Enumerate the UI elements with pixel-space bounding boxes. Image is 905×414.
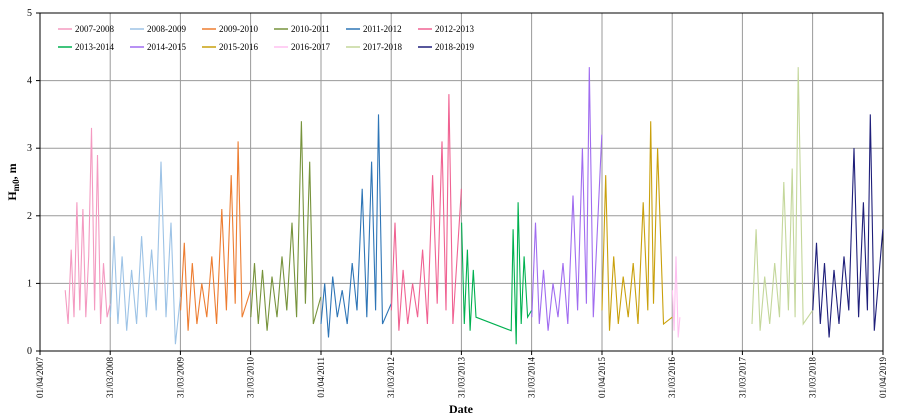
x-tick-label: 31/03/2009 [175,357,185,399]
y-tick-label: 4 [27,76,32,87]
series-line [320,114,392,338]
series-line [671,256,681,338]
series-line [64,127,111,325]
series-line [461,202,533,345]
y-axis-label: Hm0, m [5,163,21,200]
x-tick-label: 01/04/2011 [316,357,326,398]
x-tick-label: 31/03/2014 [527,357,537,399]
x-tick-label: 01/04/2019 [878,357,888,399]
legend-label: 2016-2017 [291,42,330,52]
x-tick-label: 31/03/2017 [737,357,747,399]
y-tick-label: 2 [27,211,32,222]
series-line [109,161,181,345]
legend-label: 2017-2018 [363,42,402,52]
legend-label: 2013-2014 [75,42,114,52]
plot-frame [39,12,884,352]
series-line [250,121,322,331]
y-tick-label: 0 [27,346,32,357]
x-tick-label: 01/04/2015 [597,357,607,399]
legend-label: 2008-2009 [147,24,186,34]
legend-label: 2011-2012 [363,24,402,34]
x-tick-label: 01/04/2007 [35,357,45,399]
legend-label: 2012-2013 [435,24,474,34]
series-line [601,121,673,331]
series-line [390,94,462,331]
x-tick-label: 31/03/2018 [808,357,818,399]
series-line [751,67,814,331]
legend-label: 2014-2015 [147,42,186,52]
y-tick-label: 3 [27,143,32,154]
y-label-unit: , m [5,163,19,179]
legend-label: 2009-2010 [219,24,258,34]
series-line [180,141,252,331]
x-tick-label: 31/03/2012 [386,357,396,398]
x-tick-label: 31/03/2016 [667,357,677,399]
legend-label: 2018-2019 [435,42,474,52]
x-tick-label: 31/03/2013 [456,357,466,399]
legend-label: 2010-2011 [291,24,330,34]
y-label-subscript: m0 [11,179,21,191]
x-axis-label: Date [449,402,474,414]
legend-label: 2015-2016 [219,42,258,52]
series-line [531,67,603,331]
y-tick-label: 1 [27,278,32,289]
legend-label: 2007-2008 [75,24,114,34]
x-tick-label: 31/03/2008 [105,357,115,399]
y-tick-label: 5 [27,8,32,19]
x-tick-label: 31/03/2010 [246,357,256,399]
y-label-symbol: H [5,191,19,201]
series-line [812,114,884,338]
